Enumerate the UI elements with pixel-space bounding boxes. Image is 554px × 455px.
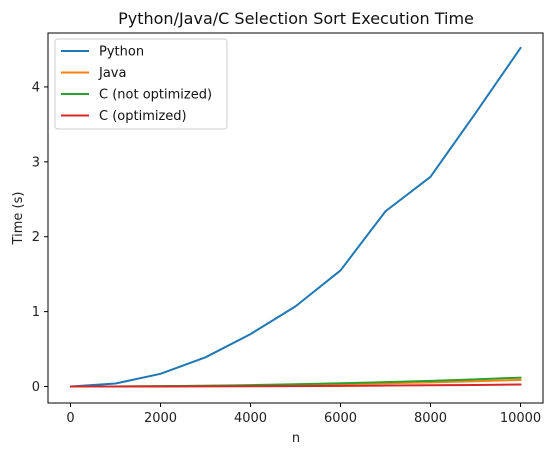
y-tick-label: 3 xyxy=(32,155,40,170)
plot-frame xyxy=(47,32,544,404)
y-axis-title: Time (s) xyxy=(11,192,26,246)
x-tick-label: 2000 xyxy=(144,411,177,426)
x-tick-label: 8000 xyxy=(414,411,447,426)
y-tick-label: 1 xyxy=(32,305,40,320)
x-tick-label: 0 xyxy=(66,411,74,426)
y-tick-label: 0 xyxy=(32,380,40,395)
x-tick-label: 6000 xyxy=(324,411,357,426)
legend-box xyxy=(54,38,228,130)
chart-title: Python/Java/C Selection Sort Execution T… xyxy=(118,9,474,28)
legend-label-c-optimized: C (optimized) xyxy=(99,109,187,124)
plot-area xyxy=(69,46,522,388)
legend-label-java: Java xyxy=(98,66,126,81)
x-tick-label: 10000 xyxy=(500,411,541,426)
legend-label-python: Python xyxy=(99,45,144,60)
y-tick-label: 2 xyxy=(32,230,40,245)
x-tick-label: 4000 xyxy=(234,411,267,426)
series-line-c-optimized xyxy=(69,383,522,388)
x-axis-title: n xyxy=(292,431,300,446)
series-line-python xyxy=(69,46,522,388)
legend: Python Java C (not optimized) C (optimized) xyxy=(54,38,228,130)
y-tick-label: 4 xyxy=(32,80,40,95)
axes: 0 2000 4000 6000 8000 10000 0 1 2 3 4 xyxy=(32,32,544,426)
legend-label-c-not-optimized: C (not optimized) xyxy=(99,88,212,103)
